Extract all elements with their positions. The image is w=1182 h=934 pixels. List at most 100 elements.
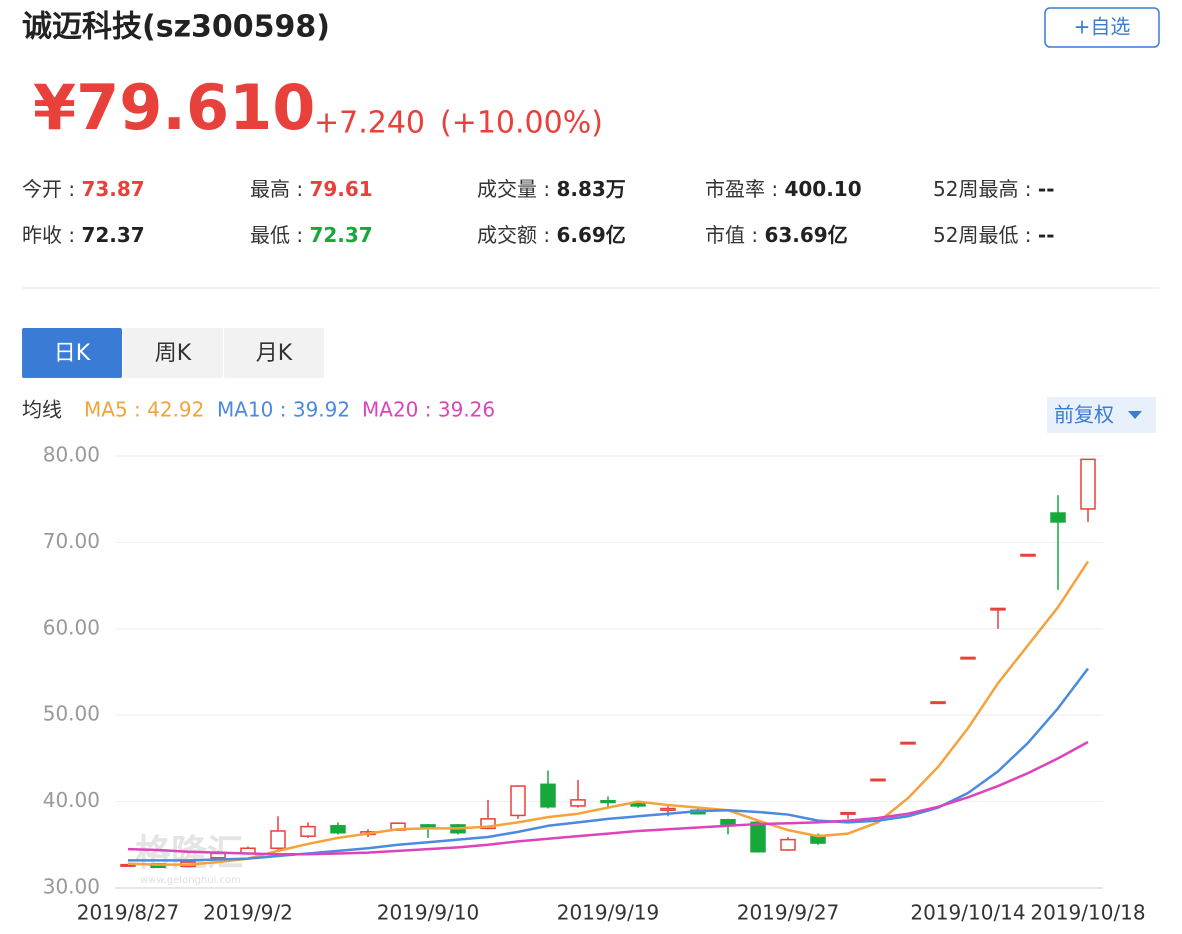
stat-label: 市盈率 — [705, 177, 765, 201]
stat-separator: : — [745, 223, 764, 247]
stat-value: 72.37 — [81, 223, 144, 247]
candle-body — [870, 778, 886, 782]
stat-separator: : — [290, 177, 309, 201]
y-tick-label: 40.00 — [43, 788, 100, 812]
candle-body — [630, 802, 646, 807]
x-tick-label: 2019/8/27 — [77, 901, 180, 925]
stat: 最高 : 79.61 — [250, 177, 373, 201]
candle-body — [540, 783, 556, 808]
legend-entry: MA5 : 42.92 — [84, 398, 204, 422]
candle-body — [210, 852, 226, 859]
chart: 30.00 40.00 50.00 60.00 70.00 80.00 2019/8/27 2… — [43, 443, 1146, 925]
candle-body — [990, 607, 1006, 611]
stat-label: 成交额 — [477, 223, 537, 247]
stat: 最低 : 72.37 — [250, 223, 373, 247]
stat-value: 8.83万 — [556, 177, 625, 201]
adjust-label[interactable]: 前复权 — [1054, 403, 1114, 427]
watch-button-label[interactable]: +自选 — [1074, 15, 1131, 39]
legend: MA5 : 42.92 MA10 : 39.92 MA20 : 39.26 — [84, 398, 495, 422]
y-tick-label: 30.00 — [43, 875, 100, 899]
stat-label: 昨收 — [22, 223, 62, 247]
candle-body — [480, 818, 496, 830]
x-tick-label: 2019/9/27 — [737, 901, 840, 925]
legend-entry: MA10 : 39.92 — [217, 398, 350, 422]
stat-value: 6.69亿 — [556, 223, 625, 247]
stat-label: 52周最高 — [933, 177, 1018, 201]
y-tick-label: 70.00 — [43, 529, 100, 553]
stat-separator: : — [1018, 223, 1037, 247]
stat-separator: : — [537, 223, 556, 247]
stat-label: 52周最低 — [933, 223, 1018, 247]
stat: 52周最低 : -- — [933, 223, 1055, 247]
tab-label[interactable]: 月K — [256, 341, 293, 366]
tab[interactable] — [123, 328, 223, 378]
stat-separator: : — [290, 223, 309, 247]
candle-body — [660, 807, 676, 811]
y-tick-label: 50.00 — [43, 702, 100, 726]
x-tick-label: 2019/9/10 — [377, 901, 480, 925]
tab-label[interactable]: 日K — [54, 341, 91, 366]
stat-separator: : — [1018, 177, 1037, 201]
stat: 52周最高 : -- — [933, 177, 1055, 201]
candle-body — [840, 811, 856, 815]
legend-entry: MA20 : 39.26 — [362, 398, 495, 422]
watch-button[interactable] — [1044, 7, 1160, 48]
candle-body — [930, 701, 946, 705]
stat-label: 今开 — [22, 177, 62, 201]
price-change: +7.240 — [314, 106, 425, 141]
stat: 今开 : 73.87 — [22, 177, 145, 201]
stat-value: 73.87 — [81, 177, 144, 201]
tab[interactable] — [224, 328, 324, 378]
stat: 昨收 : 72.37 — [22, 223, 145, 247]
candle-body — [780, 838, 796, 851]
stat-label: 成交量 — [477, 177, 537, 201]
candle-body — [510, 785, 526, 817]
candle-body — [1050, 512, 1066, 523]
candle-body — [1020, 553, 1036, 557]
candle-body — [960, 656, 976, 660]
candle-body — [600, 799, 616, 804]
candle-body — [750, 821, 766, 853]
tab-label[interactable]: 周K — [155, 341, 192, 366]
stat-separator: : — [62, 177, 81, 201]
stat-separator: : — [537, 177, 556, 201]
stat-label: 最高 — [250, 177, 290, 201]
x-tick-label: 2019/9/19 — [557, 901, 660, 925]
price: ¥79.610 — [33, 71, 315, 144]
tab[interactable] — [22, 328, 122, 378]
x-tick-label: 2019/10/18 — [1030, 901, 1145, 925]
candle-body — [900, 741, 916, 745]
stat: 市盈率 : 400.10 — [705, 177, 862, 201]
stat: 成交额 : 6.69亿 — [477, 223, 626, 247]
stats: 今开 : 73.87 最高 : 79.61 成交量 : 8.83万 市盈率 : 400… — [22, 177, 1055, 247]
candle-body — [1080, 458, 1096, 510]
x-tick-label: 2019/10/14 — [910, 901, 1025, 925]
candle-body — [420, 824, 436, 829]
stat-value: 79.61 — [309, 177, 372, 201]
candle-body — [270, 830, 286, 850]
y-tick-label: 60.00 — [43, 615, 100, 639]
y-tick-label: 80.00 — [43, 443, 100, 467]
price-percent: (+10.00%) — [440, 106, 603, 141]
stat-value: 72.37 — [309, 223, 372, 247]
stat-value: -- — [1038, 177, 1055, 201]
watermark-url: www.gelonghui.com — [140, 875, 241, 886]
stat-value: -- — [1038, 223, 1055, 247]
tabs: 日K 周K 月K — [22, 328, 324, 378]
legend-title: 均线 — [22, 398, 62, 422]
x-tick-label: 2019/9/2 — [203, 901, 293, 925]
stat-value: 63.69亿 — [764, 223, 847, 247]
candle-body — [330, 825, 346, 834]
dropdown-arrow[interactable] — [1128, 411, 1142, 419]
stat-separator: : — [62, 223, 81, 247]
stat-label: 市值 — [705, 223, 745, 247]
ma-line — [127, 740, 1089, 856]
candle-body — [570, 799, 586, 807]
stat: 成交量 : 8.83万 — [477, 177, 626, 201]
stat: 市值 : 63.69亿 — [705, 223, 848, 247]
stat-value: 400.10 — [784, 177, 861, 201]
candle-body — [300, 825, 316, 837]
stat-separator: : — [765, 177, 784, 201]
ma-line — [127, 560, 1090, 866]
